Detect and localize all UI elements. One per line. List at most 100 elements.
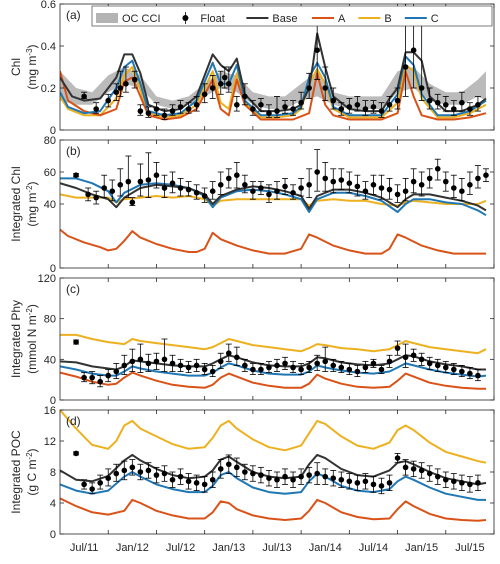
float-point [378,108,385,114]
legend-box [91,5,493,27]
float-point [153,172,160,178]
legend-item-A: A [312,13,346,25]
float-point [306,85,312,91]
float-point [258,185,264,191]
float-point [274,476,280,483]
float-point [250,188,256,194]
y-tick-label: 120 [38,273,56,285]
float-point [217,81,224,87]
x-tick-label: Jul/15 [455,542,484,554]
float-point [234,102,240,108]
oc-cci-band [60,67,486,109]
float-point [483,172,489,178]
plot-area [60,333,487,390]
float-point [402,188,409,194]
float-point [93,106,99,112]
panel-label: (b) [66,144,81,158]
y-tick-label: 0.2 [41,83,56,95]
float-point [442,102,449,108]
float-point [426,97,433,104]
float-point [418,356,425,363]
float-point [105,475,112,482]
series-A-line [60,371,486,390]
float-point [201,481,208,488]
float-point [314,169,320,175]
float-point [266,191,272,198]
float-point [193,480,200,486]
float-point [459,480,465,486]
float-point [442,364,449,371]
float-point [298,473,304,480]
float-point [426,175,433,182]
legend-item-oc_cci: OC CCI [96,13,161,25]
float-point [225,350,232,357]
float-point [459,99,465,106]
float-point [451,185,457,191]
float-point [434,99,441,106]
series-C-line [60,471,486,501]
float-point [362,478,369,485]
float-point [394,97,401,104]
legend-label: A [338,13,346,25]
y-tick-label: 16 [44,405,56,417]
float-point [129,199,136,206]
float-point [221,74,228,81]
legend-item-float: Float [182,12,225,25]
float-point [169,360,176,367]
float-point [459,368,465,375]
float-point [378,483,385,489]
float-point [354,480,361,486]
float-point [451,366,457,373]
float-point [314,470,320,477]
float-point [105,372,112,379]
float-point [217,466,224,472]
float-point [266,364,272,371]
legend-swatch-band [96,13,118,23]
float-point [354,368,361,375]
float-point [242,182,248,188]
float-point [153,358,160,365]
y-axis-unit: (mg m-3) [25,44,39,89]
float-point [185,364,192,371]
panel-label: (d) [66,414,81,428]
float-point [81,93,87,100]
float-point [274,188,280,194]
y-tick-label: 0 [50,125,56,137]
float-point [97,378,103,385]
float-point [338,106,345,112]
float-point [330,475,337,482]
float-point [402,464,409,471]
float-point [394,191,401,198]
float-point [234,464,240,471]
float-point [109,188,116,194]
x-tick-label: Jul/12 [166,542,195,554]
float-point [234,354,240,361]
y-tick-label: 8 [50,467,56,479]
float-point [73,172,79,178]
float-point [234,172,240,178]
float-point [394,455,401,461]
float-point [177,185,184,191]
float-point [298,366,304,373]
float-point [113,470,120,477]
float-point [306,472,312,478]
float-point [418,85,425,91]
y-tick-label: 60 [44,167,56,179]
float-point [475,372,481,379]
legend: OC CCI Float Base A B C [91,5,493,27]
panel-label: (a) [66,8,81,22]
float-point [242,93,248,100]
float-point [105,97,112,104]
float-point [250,366,256,373]
float-point [418,182,425,188]
float-point [137,356,144,363]
float-point [354,102,361,108]
float-point [410,352,417,359]
float-point [242,469,248,475]
float-point [346,478,353,485]
float-point [322,358,329,365]
float-point [145,177,152,183]
float-point [266,475,272,482]
legend-label: OC CCI [122,13,161,25]
